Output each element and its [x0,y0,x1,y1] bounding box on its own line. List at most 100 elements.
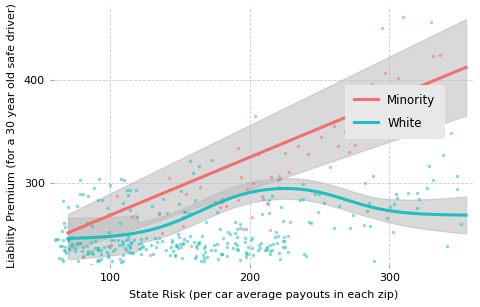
Point [268,248,276,253]
Point [103,273,111,278]
X-axis label: State Risk (per car average payouts in each zip): State Risk (per car average payouts in e… [129,290,398,300]
Point [96,177,103,181]
Point [128,215,136,220]
Point [76,177,84,182]
Point [191,256,199,261]
Point [254,152,262,157]
Point [149,251,157,256]
Point [198,234,206,239]
Point [178,244,185,249]
Point [97,257,105,262]
Point [115,243,122,248]
Point [280,234,288,239]
Point [222,204,229,209]
Point [142,247,150,252]
Point [56,243,64,248]
Point [127,240,135,245]
Point [378,25,386,30]
Y-axis label: Liability Premium (for a 30 year old safe driver): Liability Premium (for a 30 year old saf… [7,3,17,268]
Point [68,235,75,239]
Point [155,236,162,241]
Point [180,209,188,214]
Point [249,215,256,220]
Point [267,175,275,180]
Point [89,252,97,257]
Point [224,241,231,246]
Point [361,180,369,185]
Point [59,257,66,262]
Point [226,231,234,236]
Point [124,243,132,247]
Point [283,186,291,191]
Point [425,164,433,169]
Point [92,245,99,250]
Point [169,248,177,253]
Point [179,240,187,245]
Point [218,252,226,257]
Point [95,217,102,222]
Point [265,210,273,215]
Point [165,175,173,180]
Point [120,241,127,246]
Point [341,129,348,134]
Point [93,258,101,263]
Point [233,227,240,231]
Point [214,257,222,262]
Point [243,187,251,192]
Point [365,200,373,205]
Point [276,251,283,256]
Point [231,219,239,224]
Point [119,259,127,264]
Point [84,249,91,254]
Point [126,244,134,249]
Point [71,248,79,253]
Point [109,249,117,254]
Point [79,254,86,259]
Point [138,245,145,250]
Point [107,244,114,249]
Point [280,239,288,243]
Point [305,220,313,225]
Point [135,242,143,247]
Point [381,70,389,75]
Point [73,240,81,245]
Point [392,191,399,196]
Point [300,252,308,257]
Point [66,230,73,235]
Point [152,235,159,240]
Point [123,188,131,192]
Point [95,258,102,263]
Point [217,252,225,257]
Point [330,226,338,231]
Point [94,245,102,250]
Point [73,241,81,246]
Point [187,243,194,248]
Point [421,131,429,136]
Point [83,243,91,248]
Point [194,242,202,247]
Point [216,227,224,232]
Point [189,171,197,176]
Point [286,219,294,224]
Point [202,220,210,224]
Point [95,258,103,263]
Point [229,246,237,251]
Point [307,220,315,225]
Point [349,109,357,114]
Point [414,206,421,211]
Point [137,241,145,246]
Point [305,152,312,157]
Point [168,237,176,242]
Point [429,177,437,182]
Point [79,254,86,259]
Point [284,249,292,254]
Point [125,250,132,255]
Point [360,223,368,228]
Point [197,258,205,263]
Point [122,238,130,243]
Point [223,254,231,258]
Point [121,245,129,250]
Point [126,208,133,213]
Point [191,239,198,244]
Point [436,52,444,57]
